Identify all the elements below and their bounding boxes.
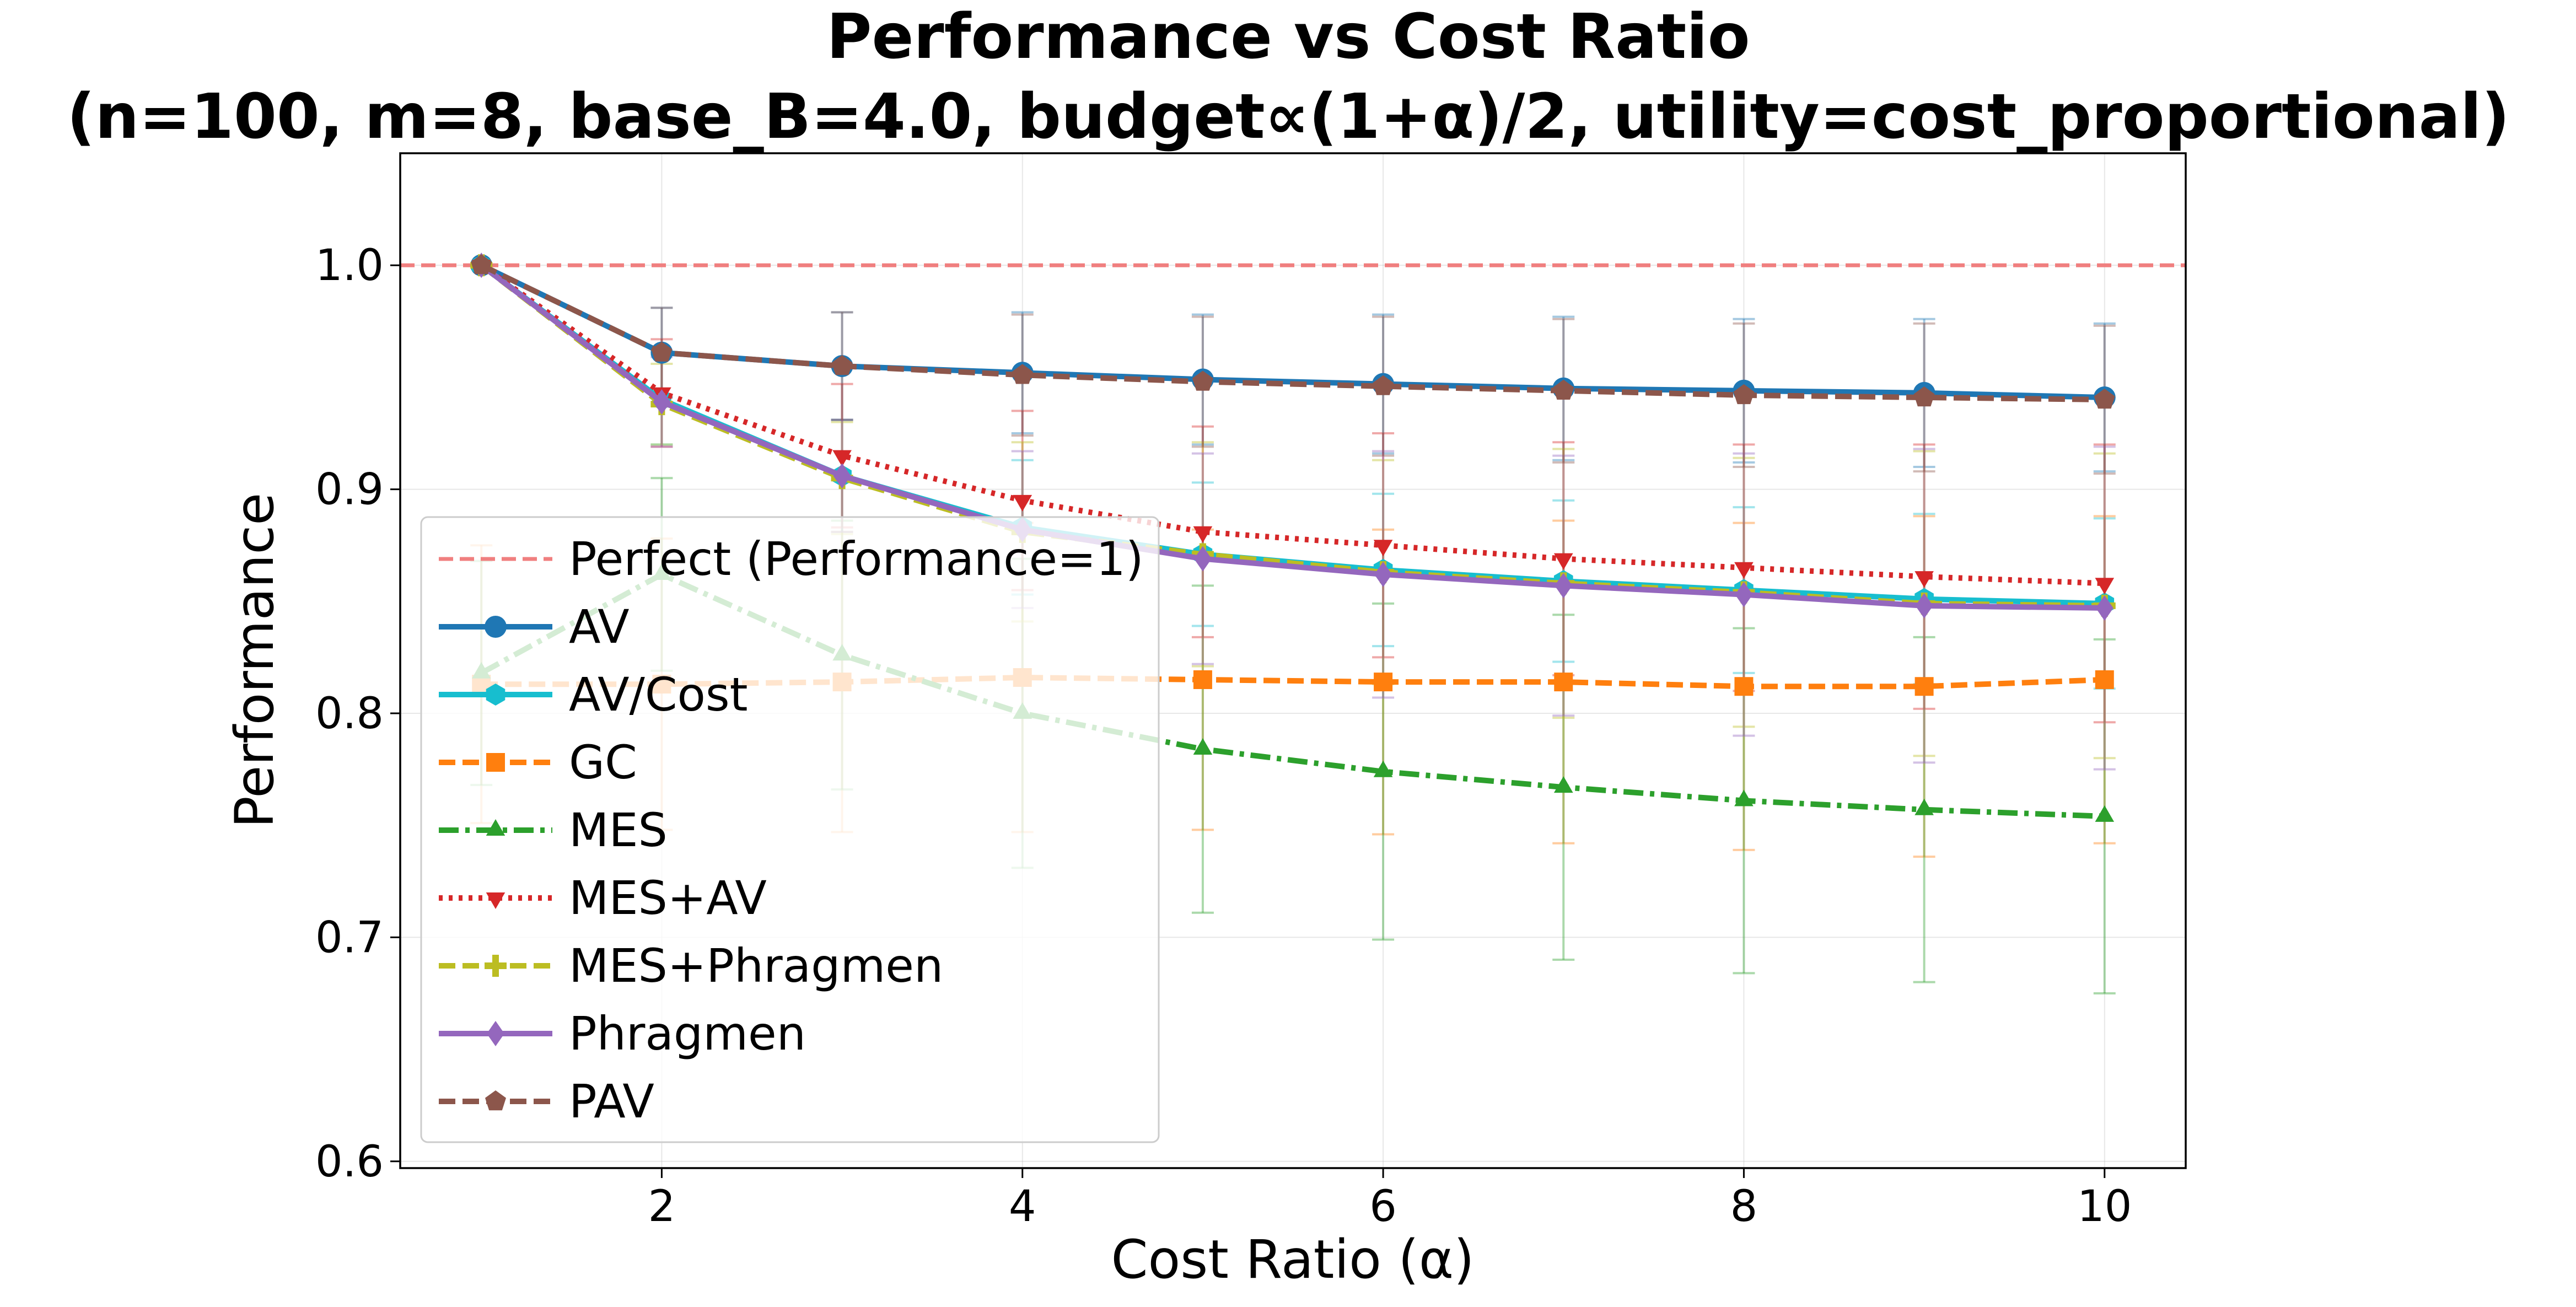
y-axis-label: Performance: [224, 493, 286, 828]
legend-marker-pav: [485, 1090, 506, 1111]
data-point-pav: [471, 254, 492, 275]
data-point-mes: [1373, 760, 1393, 777]
data-point-phragmen: [1374, 562, 1392, 588]
x-tick-label: 8: [1730, 1182, 1758, 1231]
chart-title-line-2: (n=100, m=8, base_B=4.0, budget∝(1+α)/2,…: [67, 81, 2509, 153]
data-point-mes: [1193, 738, 1213, 755]
data-point-pav: [651, 341, 673, 362]
data-point-gc: [1914, 677, 1934, 696]
legend: Perfect (Performance=1) AV AV/Cost GC MES MES…: [420, 516, 1160, 1143]
data-point-pav: [1553, 379, 1574, 400]
x-tick-label: 4: [1009, 1182, 1036, 1231]
data-point-phragmen: [1915, 593, 1933, 618]
data-point-pav: [1192, 370, 1213, 391]
series-line-pav: [480, 262, 2105, 402]
data-point-mes-av: [1193, 526, 1213, 543]
data-point-mes: [2095, 805, 2115, 822]
x-tick-label: 2: [648, 1182, 676, 1231]
data-point-mes: [1914, 798, 1934, 815]
data-point-phragmen: [2095, 595, 2113, 621]
legend-marker-gc: [486, 753, 505, 772]
data-point-gc: [1193, 670, 1212, 690]
data-point-pav: [1373, 375, 1394, 395]
y-tick-label: 0.8: [315, 689, 384, 739]
y-tick-label: 1.0: [315, 241, 384, 291]
data-point-gc: [1554, 673, 1573, 692]
data-point-pav: [831, 355, 853, 375]
legend-marker-mes: [486, 819, 505, 836]
legend-label-av-cost: AV/Cost: [569, 668, 748, 722]
legend-label-gc: GC: [569, 735, 637, 789]
data-point-gc: [1734, 677, 1754, 696]
legend-marker-mes-av: [486, 892, 505, 909]
data-point-mes-av: [1013, 494, 1032, 512]
legend-label-perfect-performance-1-: Perfect (Performance=1): [569, 532, 1144, 586]
data-point-pav: [1913, 386, 1935, 407]
data-point-mes-av: [832, 450, 852, 467]
data-point-mes: [1553, 776, 1573, 793]
data-point-gc: [2095, 670, 2114, 690]
series-line-phragmen: [480, 263, 2105, 611]
axis-ticks: 2 4 6 8 10 0.6 0.7 0.8 0.9 1.0: [315, 241, 2132, 1231]
legend-label-mes: MES: [569, 803, 668, 857]
data-point-phragmen: [1735, 582, 1753, 607]
legend-label-mes-phragmen: MES+Phragmen: [569, 939, 943, 993]
x-axis-label: Cost Ratio (α): [1111, 1229, 1474, 1290]
y-tick-label: 0.7: [315, 913, 384, 962]
data-point-pav: [1012, 364, 1033, 384]
data-point-phragmen: [833, 463, 851, 489]
legend-marker-phragmen: [487, 1021, 504, 1046]
data-point-pav: [1733, 384, 1755, 405]
data-point-mes-av: [1553, 553, 1573, 570]
legend-box: [420, 516, 1160, 1143]
data-point-mes-av: [2095, 578, 2115, 595]
data-point-phragmen: [1555, 573, 1573, 599]
legend-marker-av-cost: [486, 684, 505, 706]
legend-label-av: AV: [569, 600, 630, 654]
legend-label-phragmen: Phragmen: [569, 1007, 806, 1061]
data-point-gc: [1374, 673, 1393, 692]
legend-marker-av: [485, 616, 507, 638]
x-tick-label: 6: [1369, 1182, 1397, 1231]
legend-label-mes-av: MES+AV: [569, 871, 767, 925]
y-tick-label: 0.6: [315, 1137, 384, 1187]
data-point-mes-av: [1734, 562, 1754, 579]
data-point-mes-av: [1914, 571, 1934, 588]
legend-label-pav: PAV: [569, 1074, 654, 1128]
data-point-phragmen: [653, 389, 671, 415]
data-point-pav: [2094, 389, 2115, 409]
data-point-phragmen: [1193, 546, 1212, 572]
y-tick-label: 0.9: [315, 465, 384, 515]
x-tick-label: 10: [2077, 1182, 2132, 1231]
data-point-mes-av: [1373, 540, 1393, 557]
data-point-mes: [1734, 789, 1754, 806]
chart-title-line-1: Performance vs Cost Ratio: [826, 1, 1750, 73]
plot-frame: [399, 152, 2187, 1169]
legend-marker-mes-phragmen: [485, 955, 507, 977]
